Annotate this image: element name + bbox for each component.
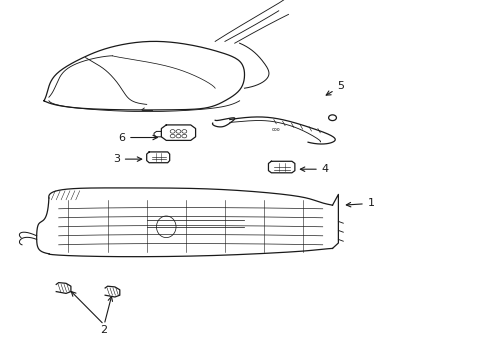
Text: 1: 1 — [346, 198, 374, 208]
Text: 5: 5 — [325, 81, 344, 95]
Text: 6: 6 — [118, 132, 157, 143]
Text: 2: 2 — [101, 325, 107, 336]
Text: 4: 4 — [300, 164, 328, 174]
Text: 3: 3 — [113, 154, 142, 164]
Text: ooo: ooo — [271, 127, 280, 132]
